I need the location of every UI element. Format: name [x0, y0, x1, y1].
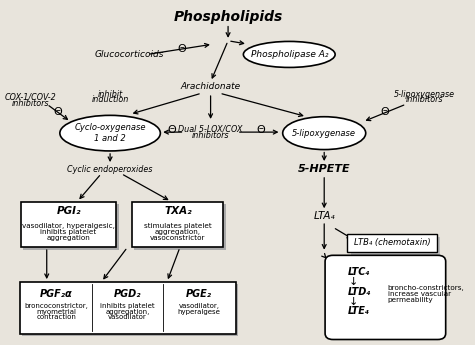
Text: inhibitors: inhibitors [406, 96, 444, 105]
Text: PGI₂: PGI₂ [57, 206, 81, 216]
Text: Glucocorticoids: Glucocorticoids [95, 50, 164, 59]
Text: aggregation,: aggregation, [105, 309, 150, 315]
Text: Arachidonate: Arachidonate [180, 82, 241, 91]
Text: inhibitors: inhibitors [12, 99, 49, 108]
Text: Θ: Θ [53, 107, 62, 117]
Text: stimulates platelet: stimulates platelet [144, 223, 212, 229]
Text: LTD₄: LTD₄ [348, 287, 372, 297]
Text: vasodilator: vasodilator [108, 314, 147, 320]
Text: LTA₄: LTA₄ [314, 210, 335, 220]
Text: induction: induction [91, 96, 129, 105]
Ellipse shape [60, 115, 161, 151]
Text: Cyclic endoperoxides: Cyclic endoperoxides [67, 165, 153, 174]
Text: Dual 5-LOX/COX: Dual 5-LOX/COX [178, 124, 243, 133]
Text: COX-1/COV-2: COX-1/COV-2 [5, 93, 57, 102]
Text: LTE₄: LTE₄ [348, 306, 371, 316]
Text: myometrial: myometrial [36, 309, 76, 315]
Text: broncho-constrictors,: broncho-constrictors, [388, 285, 465, 291]
FancyBboxPatch shape [325, 255, 446, 339]
Ellipse shape [283, 117, 366, 150]
Text: vasodilator, hyperalgesic,: vasodilator, hyperalgesic, [22, 223, 115, 229]
FancyBboxPatch shape [351, 237, 440, 255]
Text: LTB₄ (chemotaxin): LTB₄ (chemotaxin) [353, 238, 430, 247]
Text: Θ: Θ [256, 125, 265, 135]
Text: permeability: permeability [388, 297, 433, 303]
Text: aggregation: aggregation [47, 235, 90, 240]
FancyBboxPatch shape [19, 282, 236, 334]
Text: Θ: Θ [168, 125, 177, 135]
Text: 5-HPETE: 5-HPETE [298, 164, 351, 174]
Text: ↓: ↓ [348, 277, 358, 287]
Text: increase vascular: increase vascular [388, 291, 451, 297]
Text: inhibits platelet: inhibits platelet [40, 229, 97, 235]
Text: PGD₂: PGD₂ [114, 289, 142, 299]
FancyBboxPatch shape [134, 204, 226, 250]
Text: Phospholipase A₂: Phospholipase A₂ [250, 50, 328, 59]
FancyBboxPatch shape [23, 204, 119, 250]
Text: Θ: Θ [380, 107, 389, 117]
Ellipse shape [243, 41, 335, 67]
Text: aggregation,: aggregation, [155, 229, 201, 235]
Text: TXA₂: TXA₂ [164, 206, 191, 216]
Text: Phospholipids: Phospholipids [173, 10, 283, 24]
Text: inhibit: inhibit [97, 90, 123, 99]
FancyBboxPatch shape [347, 234, 437, 252]
Text: PGE₂: PGE₂ [186, 289, 212, 299]
Text: LTC₄: LTC₄ [348, 267, 371, 277]
Text: 5-lipoxygenase: 5-lipoxygenase [394, 90, 455, 99]
Text: vasodilator,: vasodilator, [179, 303, 219, 309]
Text: Θ: Θ [178, 43, 187, 53]
Text: broncoconstrictor,: broncoconstrictor, [24, 303, 88, 309]
Text: inhibits platelet: inhibits platelet [100, 303, 155, 309]
Text: PGF₂α: PGF₂α [40, 289, 73, 299]
FancyBboxPatch shape [132, 201, 224, 247]
Text: hyperalgese: hyperalgese [178, 309, 220, 315]
FancyBboxPatch shape [21, 201, 116, 247]
Text: ↓: ↓ [348, 296, 358, 306]
Text: contraction: contraction [36, 314, 76, 320]
Text: vasoconstrictor: vasoconstrictor [150, 235, 206, 240]
FancyBboxPatch shape [22, 284, 238, 336]
Text: 5-lipoxygenase: 5-lipoxygenase [292, 129, 356, 138]
Text: Cyclo-oxygenase
1 and 2: Cyclo-oxygenase 1 and 2 [75, 124, 146, 143]
Text: inhibitors: inhibitors [192, 131, 229, 140]
